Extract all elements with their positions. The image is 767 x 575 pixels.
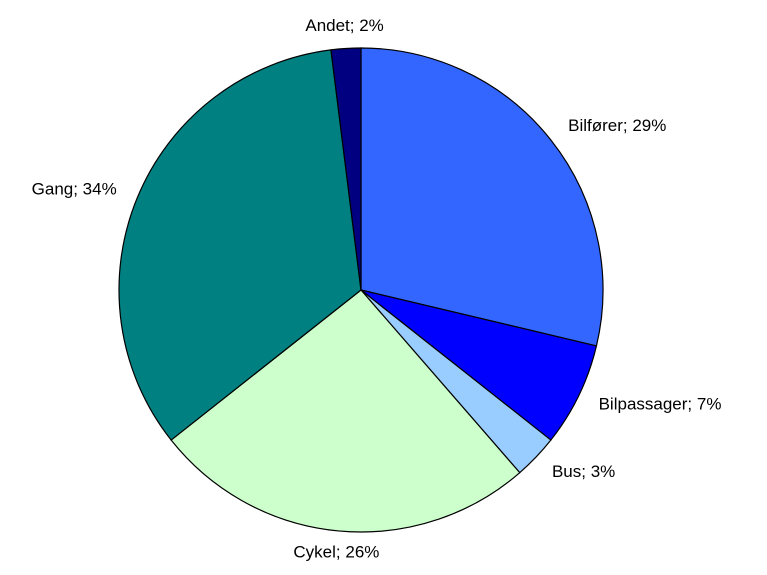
slice-label: Andet; 2% (305, 16, 383, 35)
pie-slice (118, 49, 362, 441)
slice-label: Cykel; 26% (293, 542, 379, 561)
pie-slice (360, 289, 598, 441)
slice-label: Bus; 3% (552, 462, 615, 481)
pie-slice (170, 289, 521, 533)
slice-label: Gang; 34% (32, 179, 117, 198)
pie-slice (360, 47, 604, 347)
slice-label: Bilfører; 29% (568, 116, 666, 135)
slice-label: Bilpassager; 7% (599, 395, 722, 414)
pie-slice (330, 47, 362, 291)
